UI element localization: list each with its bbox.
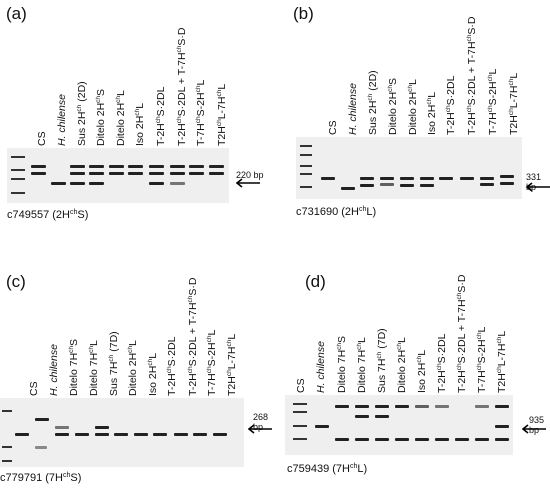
panel-label: (b) [293, 4, 314, 23]
caption-end: L) [357, 463, 368, 475]
caption-main: c779791 (7H [0, 472, 63, 484]
lane-label: T-7HchS-2HchL [195, 79, 207, 146]
lane-label: T-2HchS·2DL [166, 336, 178, 396]
fragment-size-label: 220 bp [236, 170, 264, 180]
lane-label: Ditelo 2HchS [387, 77, 399, 135]
arrow-left-icon [521, 424, 546, 434]
lane-label: Iso 2HchL [134, 102, 146, 146]
gel-image [285, 395, 513, 455]
lane-label: Sus 2Hch (2D) [367, 70, 379, 135]
panel-label: (c) [6, 272, 26, 291]
lane-label: H. chilense [347, 83, 359, 135]
gel-image [296, 137, 522, 199]
fragment-size-label: 268 bp [253, 412, 269, 432]
lane-label: Ditelo 2HchS [95, 88, 107, 146]
lane-label: T2HchL-7HchL [216, 83, 228, 146]
lane-label: T-2HchS·2DL + T-7HchS·D [176, 27, 188, 146]
panel-a: (a) CS H. chilense Sus 2Hch (2D) Ditelo 2Hc… [0, 0, 275, 248]
lane-label: Ditelo 7HchL [88, 340, 100, 396]
lane-label: CS [327, 120, 339, 135]
caption-end: S) [70, 472, 82, 484]
caption-main: c749557 (2H [7, 209, 70, 221]
lane-label: Sus 2Hch (2D) [76, 81, 88, 146]
lane-label: CS [295, 378, 307, 393]
lane-label: Iso 2HchL [416, 349, 428, 393]
lane-label: H. chilense [48, 344, 60, 396]
lane-label: T-2HchS·2DL + T-7HchS·D [187, 277, 199, 396]
marker-caption: c759439 (7HchL) [287, 463, 367, 475]
lane-label: Sus 7Hch (7D) [108, 331, 120, 396]
fragment-size-label: 935 bp [529, 415, 545, 435]
lane-label: Ditelo 2HchL [115, 90, 127, 146]
marker-caption: c749557 (2HchS) [7, 209, 88, 221]
lane-label: Ditelo 2HchL [407, 79, 419, 135]
lane-label: H. chilense [315, 341, 327, 393]
panel-b: (b) CS H. chilense Sus 2Hch (2D) Ditelo 2Hc… [275, 0, 550, 248]
caption-sup: ch [350, 463, 358, 470]
arrow-left-icon [247, 424, 272, 434]
lane-label: T2HchL-7HchL [496, 330, 508, 393]
panel-label: (a) [6, 4, 27, 23]
lane-label: Sus 7Hch (7D) [376, 328, 388, 393]
lane-label: Iso 2HchL [426, 91, 438, 135]
caption-main: c731690 (2H [296, 206, 359, 218]
lane-label: T2HchL-7HchL [508, 72, 520, 135]
marker-caption: c731690 (2HchL) [296, 206, 376, 218]
arrow-left-icon [525, 182, 550, 192]
lane-label: Ditelo 7HchS [336, 335, 348, 393]
lane-label: Iso 2HchL [147, 352, 159, 396]
lane-label: T-7HchS-2HchL [206, 329, 218, 396]
caption-main: c759439 (7H [287, 463, 350, 475]
panel-c: (c) CS H. chilense Ditelo 7HchS Ditelo 7Hch… [0, 248, 275, 497]
marker-caption: c779791 (7HchS) [0, 472, 81, 484]
lane-label: T-2HchS·2DL [436, 333, 448, 393]
lane-label: T2HchL-7HchL [226, 333, 238, 396]
gel-image [0, 398, 244, 467]
panel-d: (d) CS H. chilense Ditelo 7HchS Ditelo 7Hch… [275, 248, 550, 497]
lane-label: T-2HchS·2DL [155, 86, 167, 146]
lane-label: Ditelo 7HchL [356, 337, 368, 393]
panel-label: (d) [305, 272, 326, 291]
lane-label: CS [28, 381, 40, 396]
caption-sup: ch [70, 209, 78, 216]
lane-label: T-7HchS-2HchL [487, 68, 499, 135]
caption-sup: ch [63, 472, 71, 479]
lane-label: CS [36, 131, 48, 146]
lane-label: T-2HchS·2DL + T-7HchS·D [466, 16, 478, 135]
lane-label: T-2HchS·2DL [445, 75, 457, 135]
lane-label: Ditelo 2HchL [396, 337, 408, 393]
arrow-left-icon [235, 178, 260, 188]
caption-sup: ch [359, 206, 367, 213]
lane-label: T-2HchS·2DL + T-7HchS·D [456, 274, 468, 393]
lane-label: Ditelo 7HchS [68, 338, 80, 396]
lane-label: H. chilense [56, 94, 68, 146]
gel-image [7, 148, 229, 203]
lane-label: T-7HchS-2HchL [476, 326, 488, 393]
caption-end: L) [366, 206, 377, 218]
lane-label: Ditelo 2HchL [127, 340, 139, 396]
caption-end: S) [77, 209, 89, 221]
